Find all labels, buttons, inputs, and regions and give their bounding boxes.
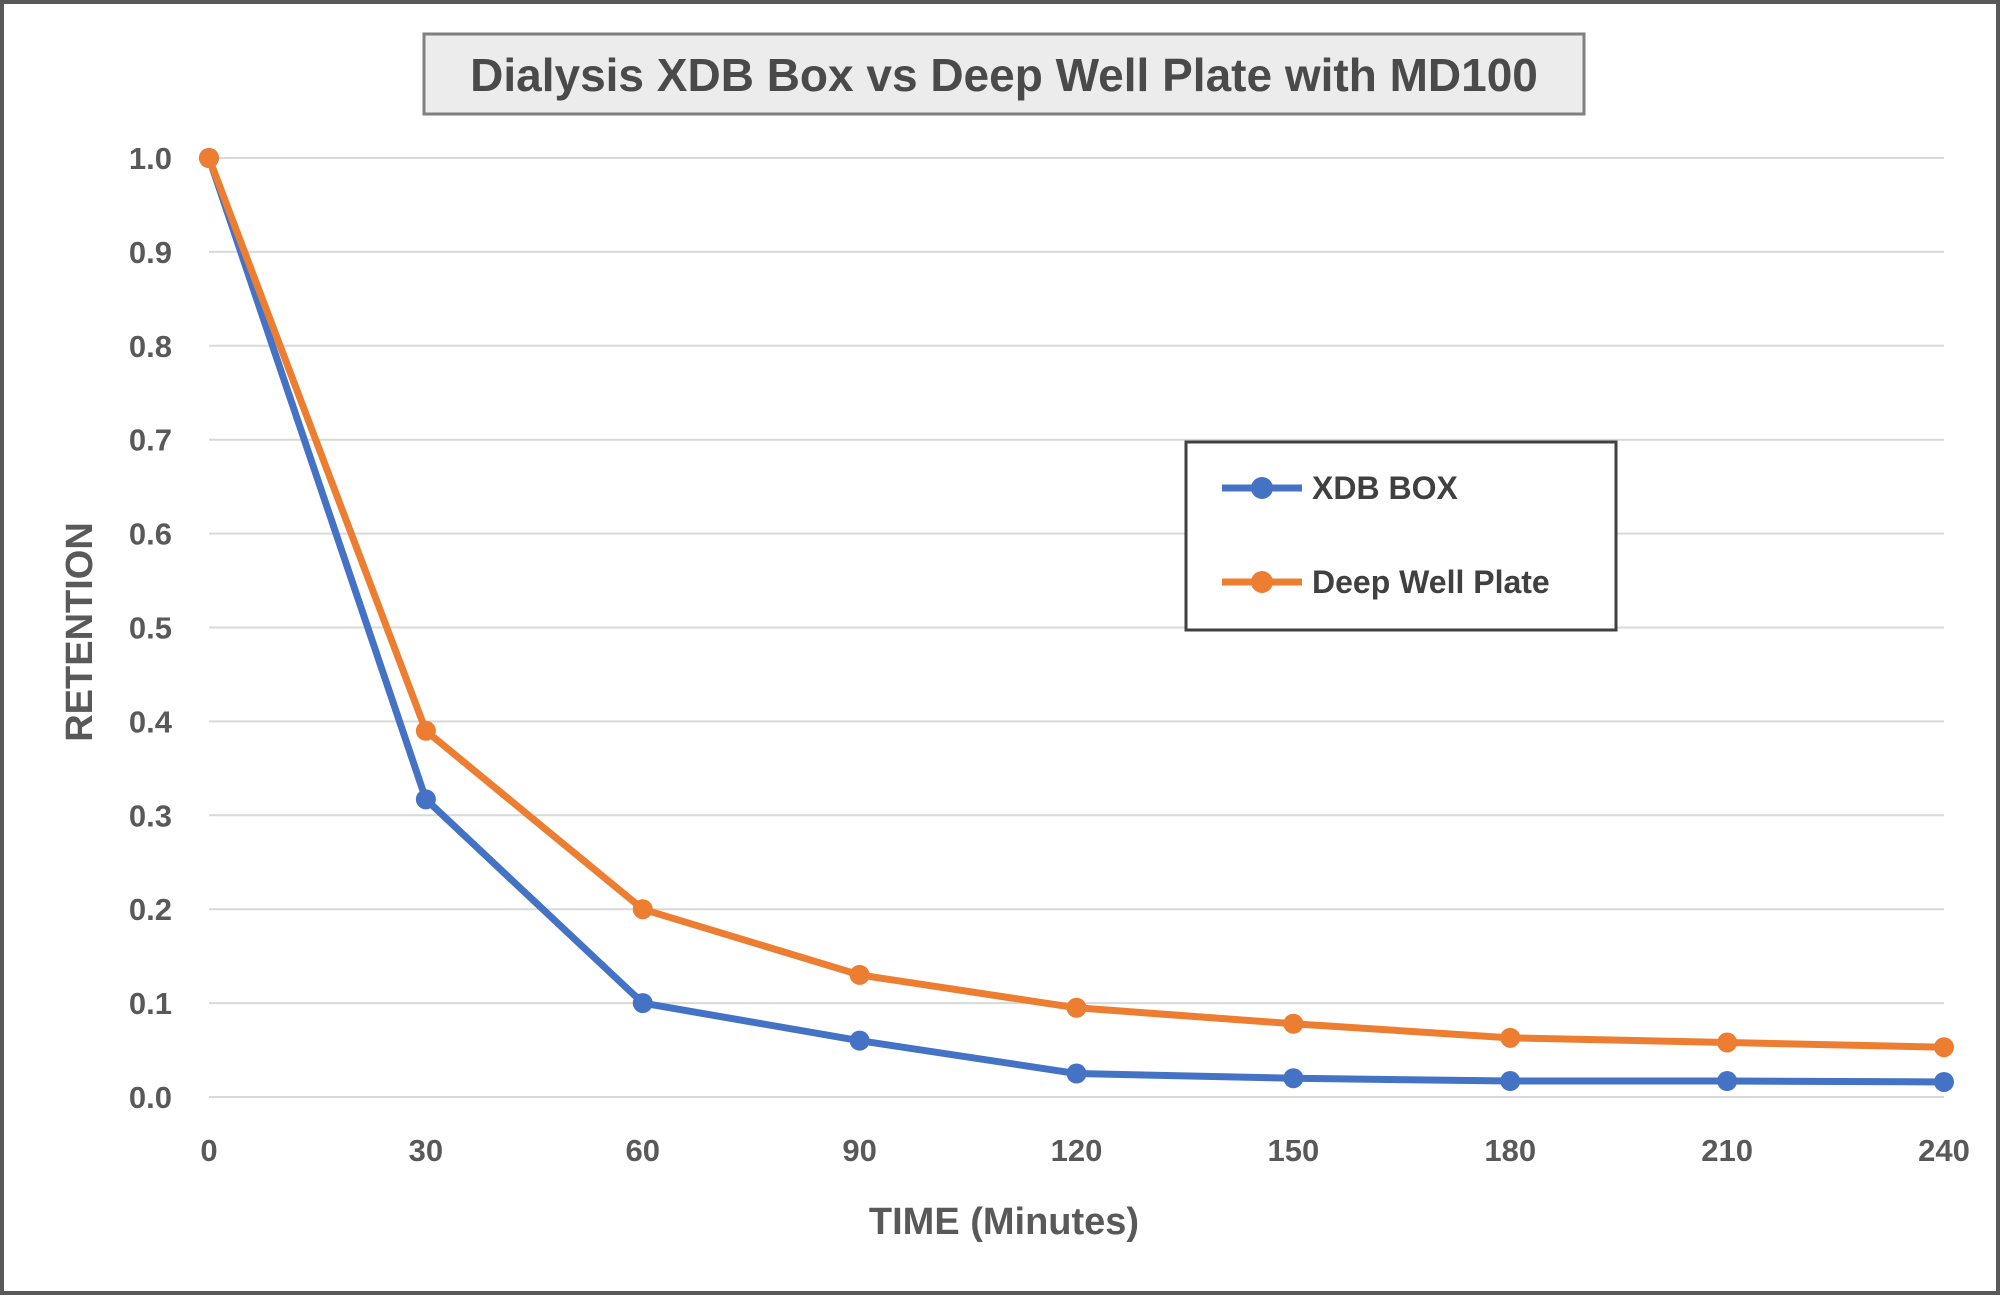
x-tick-label: 240 [1918, 1133, 1970, 1168]
series-1 [199, 148, 1954, 1058]
x-tick-label: 60 [626, 1133, 660, 1168]
data-point [1717, 1032, 1738, 1053]
legend: XDB BOX Deep Well Plate [1184, 440, 1618, 632]
x-tick-label: 90 [842, 1133, 876, 1168]
y-tick-label: 0.3 [129, 798, 172, 833]
data-point [632, 993, 653, 1014]
data-point [1934, 1037, 1954, 1058]
chart-title: Dialysis XDB Box vs Deep Well Plate with… [470, 49, 1538, 101]
data-point [1066, 997, 1087, 1018]
y-tick-label: 1.0 [129, 141, 172, 176]
x-tick-label: 30 [409, 1133, 443, 1168]
legend-label: XDB BOX [1312, 470, 1458, 506]
y-tick-label: 0.2 [129, 892, 172, 927]
data-point [1283, 1013, 1304, 1034]
series-line [205, 156, 1945, 1051]
y-tick-label: 0.1 [129, 986, 172, 1021]
data-point [1283, 1068, 1304, 1089]
x-tick-label: 0 [200, 1133, 217, 1168]
y-tick-label: 0.4 [129, 704, 173, 739]
series-layer [199, 148, 1954, 1092]
y-tick-label: 0.5 [129, 611, 172, 646]
x-tick-label: 120 [1051, 1133, 1103, 1168]
data-point [1500, 1027, 1521, 1048]
legend-swatch-marker [1251, 571, 1273, 593]
x-axis-title: TIME (Minutes) [869, 1201, 1139, 1243]
y-tick-label: 0.0 [129, 1080, 172, 1115]
x-axis-ticks: 0 30 60 90 120 150 180 210 240 [200, 1133, 1969, 1168]
series-line [205, 156, 1945, 1086]
line-chart: Dialysis XDB Box vs Deep Well Plate with… [59, 32, 1970, 1243]
data-point [1500, 1071, 1521, 1092]
chart-title-box [422, 32, 1586, 116]
legend-label: Deep Well Plate [1312, 564, 1550, 600]
data-point [199, 148, 219, 168]
data-point [849, 964, 870, 985]
y-axis-ticks: 0.0 0.1 0.2 0.3 0.4 0.5 0.6 0.7 0.8 0.9 1.0 [129, 141, 173, 1115]
y-tick-label: 0.6 [129, 517, 172, 552]
data-point [1717, 1071, 1738, 1092]
data-point [415, 789, 436, 810]
x-tick-label: 210 [1701, 1133, 1753, 1168]
legend-box [1184, 440, 1618, 632]
data-point [415, 720, 436, 741]
y-tick-label: 0.7 [129, 423, 172, 458]
series-0 [199, 148, 1954, 1092]
y-tick-label: 0.8 [129, 329, 172, 364]
x-tick-label: 150 [1268, 1133, 1320, 1168]
legend-swatch-marker [1251, 477, 1273, 499]
data-point [632, 899, 653, 920]
y-axis-title: RETENTION [59, 522, 101, 742]
gridlines [209, 157, 1944, 1098]
x-tick-label: 180 [1484, 1133, 1536, 1168]
data-point [1066, 1063, 1087, 1084]
data-point [849, 1030, 870, 1051]
data-point [1934, 1071, 1954, 1092]
y-tick-label: 0.9 [129, 235, 172, 270]
